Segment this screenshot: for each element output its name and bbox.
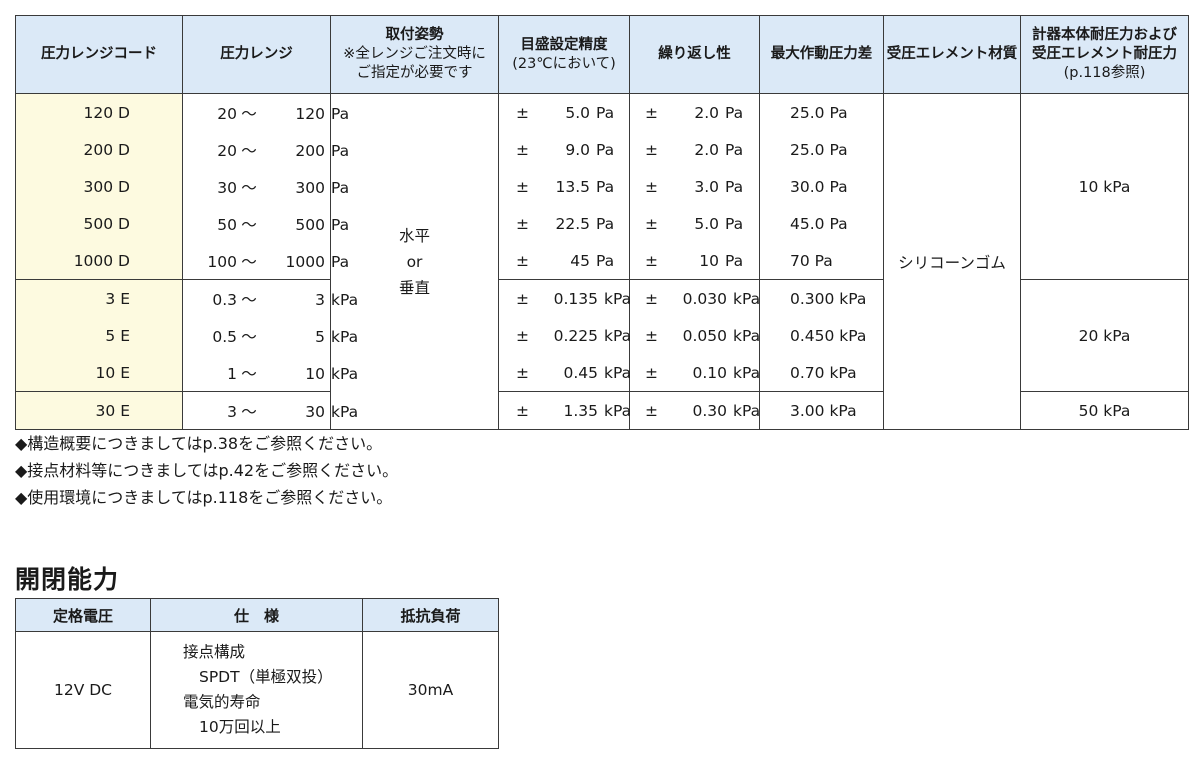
repeatability-cell: ±0.10 kPa <box>629 354 760 392</box>
header-range: 圧力レンジ <box>182 15 331 94</box>
range-cell: 3 ～ 30 kPa <box>182 391 358 430</box>
range-cell: 0.3 ～ 3 kPa <box>182 279 358 317</box>
switching-capacity-table: 定格電圧 仕 様 抵抗負荷 12V DC 接点構成 SPDT（単極双投） 電気的… <box>15 598 499 749</box>
range-cell: 1 ～ 10 kPa <box>182 354 358 392</box>
mounting-cell: 水平 or 垂直 <box>330 93 499 430</box>
spec-line-spdt: SPDT（単極双投） <box>199 668 333 686</box>
range-cell: 0.5 ～ 5 kPa <box>182 317 358 354</box>
accuracy-cell: ±13.5 Pa <box>498 168 630 205</box>
header-max-diff: 最大作動圧力差 <box>759 15 884 94</box>
header-element-material: 受圧エレメント材質 <box>883 15 1021 94</box>
max-diff-cell: 0.70 kPa <box>759 354 884 392</box>
accuracy-cell: ±22.5 Pa <box>498 205 630 242</box>
spec-line-cycles: 10万回以上 <box>199 718 281 736</box>
accuracy-cell: ±1.35 kPa <box>498 391 631 430</box>
range-code-cell: 3 E <box>15 279 183 317</box>
pressure-resistance-cell: 10 kPa <box>1020 93 1189 280</box>
accuracy-cell: ±5.0 Pa <box>498 93 630 131</box>
repeatability-cell: ±0.30 kPa <box>629 391 760 430</box>
repeatability-cell: ±2.0 Pa <box>629 131 760 168</box>
table-row: 10 E 1 ～ 10 kPa ±0.45 kPa ±0.10 kPa 0.70 kPa <box>15 354 1189 392</box>
max-diff-cell: 0.450 kPa <box>759 317 884 354</box>
table-row: 30 E 3 ～ 30 kPa ±1.35 kPa ±0.30 kPa 3.00 kPa 50 kP… <box>15 391 1189 430</box>
range-code-cell: 5 E <box>15 317 183 354</box>
range-cell: 50 ～ 500 Pa <box>182 205 349 242</box>
section-title: 開閉能力 <box>15 565 120 594</box>
accuracy-cell: ±0.45 kPa <box>498 354 631 392</box>
spec-value: 接点構成 SPDT（単極双投） 電気的寿命 10万回以上 <box>150 631 363 749</box>
max-diff-cell: 25.0 Pa <box>759 93 884 131</box>
switching-header-row: 定格電圧 仕 様 抵抗負荷 <box>15 598 499 632</box>
accuracy-cell: ±45 Pa <box>498 242 630 280</box>
max-diff-cell: 0.300 kPa <box>759 279 884 317</box>
header-rated-voltage: 定格電圧 <box>15 598 151 632</box>
range-cell: 100 ～ 1000 Pa <box>182 242 349 280</box>
pressure-resistance-cell: 50 kPa <box>1020 391 1189 430</box>
header-pressure-resistance: 計器本体耐圧力および 受圧エレメント耐圧力 (p.118参照) <box>1020 15 1189 94</box>
table-row: 120 D 20 ～ 120 Pa 水平 or 垂直 ±5.0 Pa ±2.0 Pa 25.0 Pa シリ… <box>15 93 1189 430</box>
max-diff-cell: 25.0 Pa <box>759 131 884 168</box>
max-diff-cell: 30.0 Pa <box>759 168 884 205</box>
spec-line-contact: 接点構成 <box>183 643 246 661</box>
range-cell: 20 ～ 200 Pa <box>182 131 349 168</box>
accuracy-cell: ±0.225 kPa <box>498 317 631 354</box>
notes: ◆構造概要につきましてはp.38をご参照ください。 ◆接点材料等につきましてはp… <box>15 430 398 511</box>
note-structure: ◆構造概要につきましてはp.38をご参照ください。 <box>15 434 383 453</box>
range-code-cell: 200 D <box>15 131 183 168</box>
range-code-cell: 120 D <box>15 93 183 131</box>
range-code-cell: 30 E <box>15 391 183 430</box>
table-row: 3 E 0.3 ～ 3 kPa ±0.135 kPa ±0.030 kPa 0.300 kPa 20… <box>15 279 1189 392</box>
repeatability-cell: ±10 Pa <box>629 242 760 280</box>
element-material-cell: シリコーンゴム <box>883 93 1021 430</box>
table-row: 1000 D 100 ～ 1000 Pa ±45 Pa ±10 Pa 70 Pa <box>15 242 1189 280</box>
max-diff-cell: 70 Pa <box>759 242 884 280</box>
table-row: 200 D 20 ～ 200 Pa ±9.0 Pa ±2.0 Pa 25.0 Pa <box>15 131 1189 168</box>
table-row: 300 D 30 ～ 300 Pa ±13.5 Pa ±3.0 Pa 30.0 Pa <box>15 168 1189 205</box>
header-range-code: 圧力レンジコード <box>15 15 183 94</box>
header-repeatability: 繰り返し性 <box>629 15 760 94</box>
header-resistive-load: 抵抗負荷 <box>362 598 499 632</box>
repeatability-cell: ±2.0 Pa <box>629 93 760 131</box>
repeatability-cell: ±3.0 Pa <box>629 168 760 205</box>
range-code-cell: 300 D <box>15 168 183 205</box>
note-contact-material: ◆接点材料等につきましてはp.42をご参照ください。 <box>15 461 399 480</box>
range-code-cell: 1000 D <box>15 242 183 280</box>
repeatability-cell: ±5.0 Pa <box>629 205 760 242</box>
switching-row: 12V DC 接点構成 SPDT（単極双投） 電気的寿命 10万回以上 30mA <box>15 631 499 749</box>
repeatability-cell: ±0.050 kPa <box>629 317 760 354</box>
table-row: 500 D 50 ～ 500 Pa ±22.5 Pa ±5.0 Pa 45.0 Pa <box>15 205 1189 242</box>
spec-line-life: 電気的寿命 <box>183 693 261 711</box>
max-diff-cell: 3.00 kPa <box>759 391 884 430</box>
max-diff-cell: 45.0 Pa <box>759 205 884 242</box>
range-cell: 30 ～ 300 Pa <box>182 168 349 205</box>
specification-table: 圧力レンジコード 圧力レンジ 取付姿勢 ※全レンジご注文時に ご指定が必要です … <box>15 15 1189 430</box>
header-mounting: 取付姿勢 ※全レンジご注文時に ご指定が必要です <box>330 15 499 94</box>
spec-table-header-row: 圧力レンジコード 圧力レンジ 取付姿勢 ※全レンジご注文時に ご指定が必要です … <box>15 15 1189 94</box>
accuracy-cell: ±9.0 Pa <box>498 131 630 168</box>
header-accuracy: 目盛設定精度 (23℃において) <box>498 15 630 94</box>
repeatability-cell: ±0.030 kPa <box>629 279 760 317</box>
range-code-cell: 10 E <box>15 354 183 392</box>
resistive-load-value: 30mA <box>362 631 499 749</box>
note-environment: ◆使用環境につきましてはp.118をご参照ください。 <box>15 488 393 507</box>
range-code-cell: 500 D <box>15 205 183 242</box>
header-spec: 仕 様 <box>150 598 363 632</box>
table-row: 5 E 0.5 ～ 5 kPa ±0.225 kPa ±0.050 kPa 0.450 kPa <box>15 317 1189 354</box>
range-cell: 20 ～ 120 Pa <box>182 93 349 131</box>
accuracy-cell: ±0.135 kPa <box>498 279 631 317</box>
rated-voltage-value: 12V DC <box>15 631 151 749</box>
pressure-resistance-cell: 20 kPa <box>1020 279 1189 392</box>
